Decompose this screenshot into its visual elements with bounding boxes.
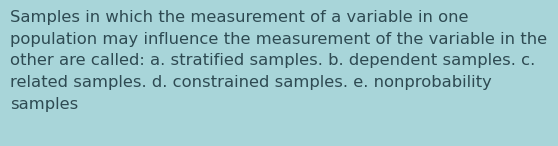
Text: Samples in which the measurement of a variable in one
population may influence t: Samples in which the measurement of a va… [10,10,547,112]
